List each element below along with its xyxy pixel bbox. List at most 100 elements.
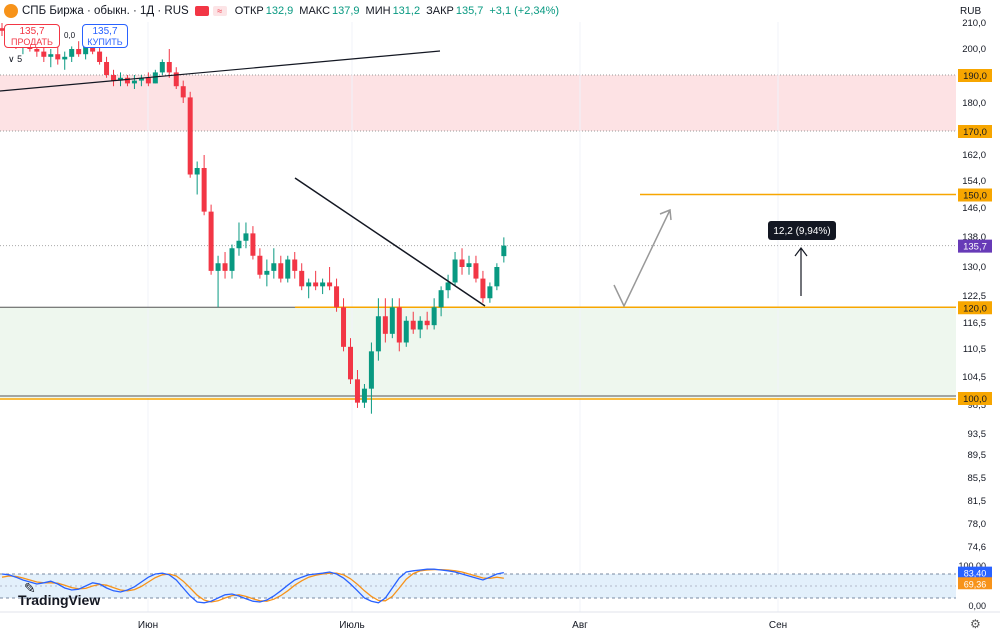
- candle-body: [264, 270, 270, 275]
- chevron-down-icon: ∨: [8, 54, 15, 64]
- candle-body: [361, 388, 367, 403]
- y-tick-label: 81,5: [968, 496, 987, 507]
- x-tick-label: Сен: [769, 620, 787, 631]
- spread-value: 0,0: [64, 31, 76, 40]
- candle-body: [341, 307, 347, 347]
- candle-body: [292, 259, 298, 271]
- y-tick-label: 74,6: [968, 542, 987, 553]
- level-price-tag: [958, 69, 992, 82]
- symbol-logo-icon: [4, 4, 18, 18]
- buy-price: 135,7: [92, 26, 118, 37]
- candle-body: [166, 62, 172, 73]
- candle-body: [285, 259, 291, 279]
- candle-body: [76, 49, 82, 55]
- y-tick-label: 154,0: [962, 176, 986, 187]
- sell-button[interactable]: 135,7 ПРОДАТЬ: [4, 24, 60, 48]
- y-tick-label: 180,0: [962, 98, 986, 109]
- level-price-label: 120,0: [963, 303, 987, 314]
- candle-body: [222, 263, 228, 271]
- candle-body: [236, 240, 242, 249]
- candle-body: [257, 255, 263, 275]
- symbol-title[interactable]: СПБ Биржа · обыкн. · 1Д · RUS: [22, 5, 189, 17]
- drawing-tool-icon[interactable]: ✎: [24, 580, 36, 596]
- candle-body: [320, 282, 326, 287]
- candle-body: [424, 320, 430, 326]
- candle-body: [97, 51, 103, 62]
- candle-body: [375, 316, 381, 352]
- candle-body: [250, 233, 256, 256]
- tradingview-logo: TradingView: [18, 592, 101, 608]
- candle-body: [271, 263, 277, 271]
- indicator-count: 5: [17, 54, 23, 64]
- y-tick-label: 78,0: [968, 519, 987, 530]
- projection-arrow: [613, 209, 671, 308]
- level-price-tag: [958, 301, 992, 315]
- candle-body: [104, 62, 110, 75]
- candle-body: [194, 168, 200, 175]
- candle-body: [354, 379, 360, 403]
- currency-label[interactable]: RUB: [960, 6, 982, 17]
- candle-body: [313, 282, 319, 287]
- measure-label-bg: [768, 221, 836, 240]
- y-tick-label: 138,0: [962, 232, 986, 243]
- stoch-k-line: [1, 568, 504, 604]
- candle-body: [34, 49, 40, 52]
- y-tick-label: 93,5: [968, 429, 987, 440]
- candle-body: [145, 77, 151, 84]
- buy-label: КУПИТЬ: [87, 37, 123, 47]
- y-tick-label: 85,5: [968, 473, 987, 484]
- support-zone: [0, 307, 956, 398]
- trend-line-upper: [0, 50, 441, 92]
- y-tick-label: 200,0: [962, 44, 986, 55]
- level-price-label: 150,0: [963, 191, 987, 202]
- measure-label: 12,2 (9,94%): [773, 226, 830, 237]
- candle-body: [431, 307, 437, 326]
- gear-icon[interactable]: ⚙: [970, 617, 981, 631]
- candle-body: [299, 270, 305, 287]
- candle-body: [452, 259, 458, 283]
- buy-button[interactable]: 135,7 КУПИТЬ: [82, 24, 128, 48]
- projection-arrow-head: [659, 208, 672, 221]
- candle-body: [410, 320, 416, 330]
- stoch-k-tag: [958, 566, 992, 579]
- candle-body: [117, 77, 123, 81]
- change-value: +3,1 (+2,34%): [489, 5, 560, 17]
- level-price-tag: [958, 188, 992, 202]
- x-tick-label: Авг: [572, 620, 588, 631]
- y-tick-label: 146,0: [962, 203, 986, 214]
- y-tick-label: 104,5: [962, 372, 986, 383]
- close-label: ЗАКР: [426, 5, 454, 17]
- wave-icon: ≈: [212, 6, 227, 16]
- level-price-label: 190,0: [963, 71, 987, 82]
- candle-body: [124, 77, 130, 84]
- candle-body: [201, 168, 207, 212]
- open-label: ОТКР: [234, 5, 264, 17]
- candle-body: [69, 49, 75, 57]
- candle-body: [208, 211, 214, 271]
- candle-body: [229, 248, 235, 271]
- low-value: 131,2: [392, 5, 421, 17]
- last-price-label: 135,7: [963, 242, 987, 253]
- candle-body: [0, 28, 5, 31]
- high-label: МАКС: [299, 5, 331, 17]
- y-tick-label: 210,0: [962, 18, 986, 29]
- candle-body: [138, 77, 144, 81]
- level-price-tag: [958, 125, 992, 138]
- candle-body: [243, 233, 249, 241]
- candle-body: [159, 62, 165, 73]
- indicators-toggle[interactable]: ∨ 5: [8, 54, 22, 65]
- candle-body: [41, 51, 47, 57]
- candle-body: [466, 263, 472, 267]
- candle-body: [348, 346, 353, 380]
- candle-body: [501, 245, 507, 257]
- sell-label: ПРОДАТЬ: [11, 37, 53, 47]
- candle-body: [131, 80, 137, 84]
- y-tick-label: 89,5: [968, 450, 987, 461]
- high-value: 137,9: [332, 5, 360, 17]
- y-tick-label: 162,0: [962, 150, 986, 161]
- y-tick-label: 122,5: [962, 291, 986, 302]
- candle-body: [459, 259, 465, 267]
- close-value: 135,7: [455, 5, 484, 17]
- last-price-tag: [958, 239, 992, 253]
